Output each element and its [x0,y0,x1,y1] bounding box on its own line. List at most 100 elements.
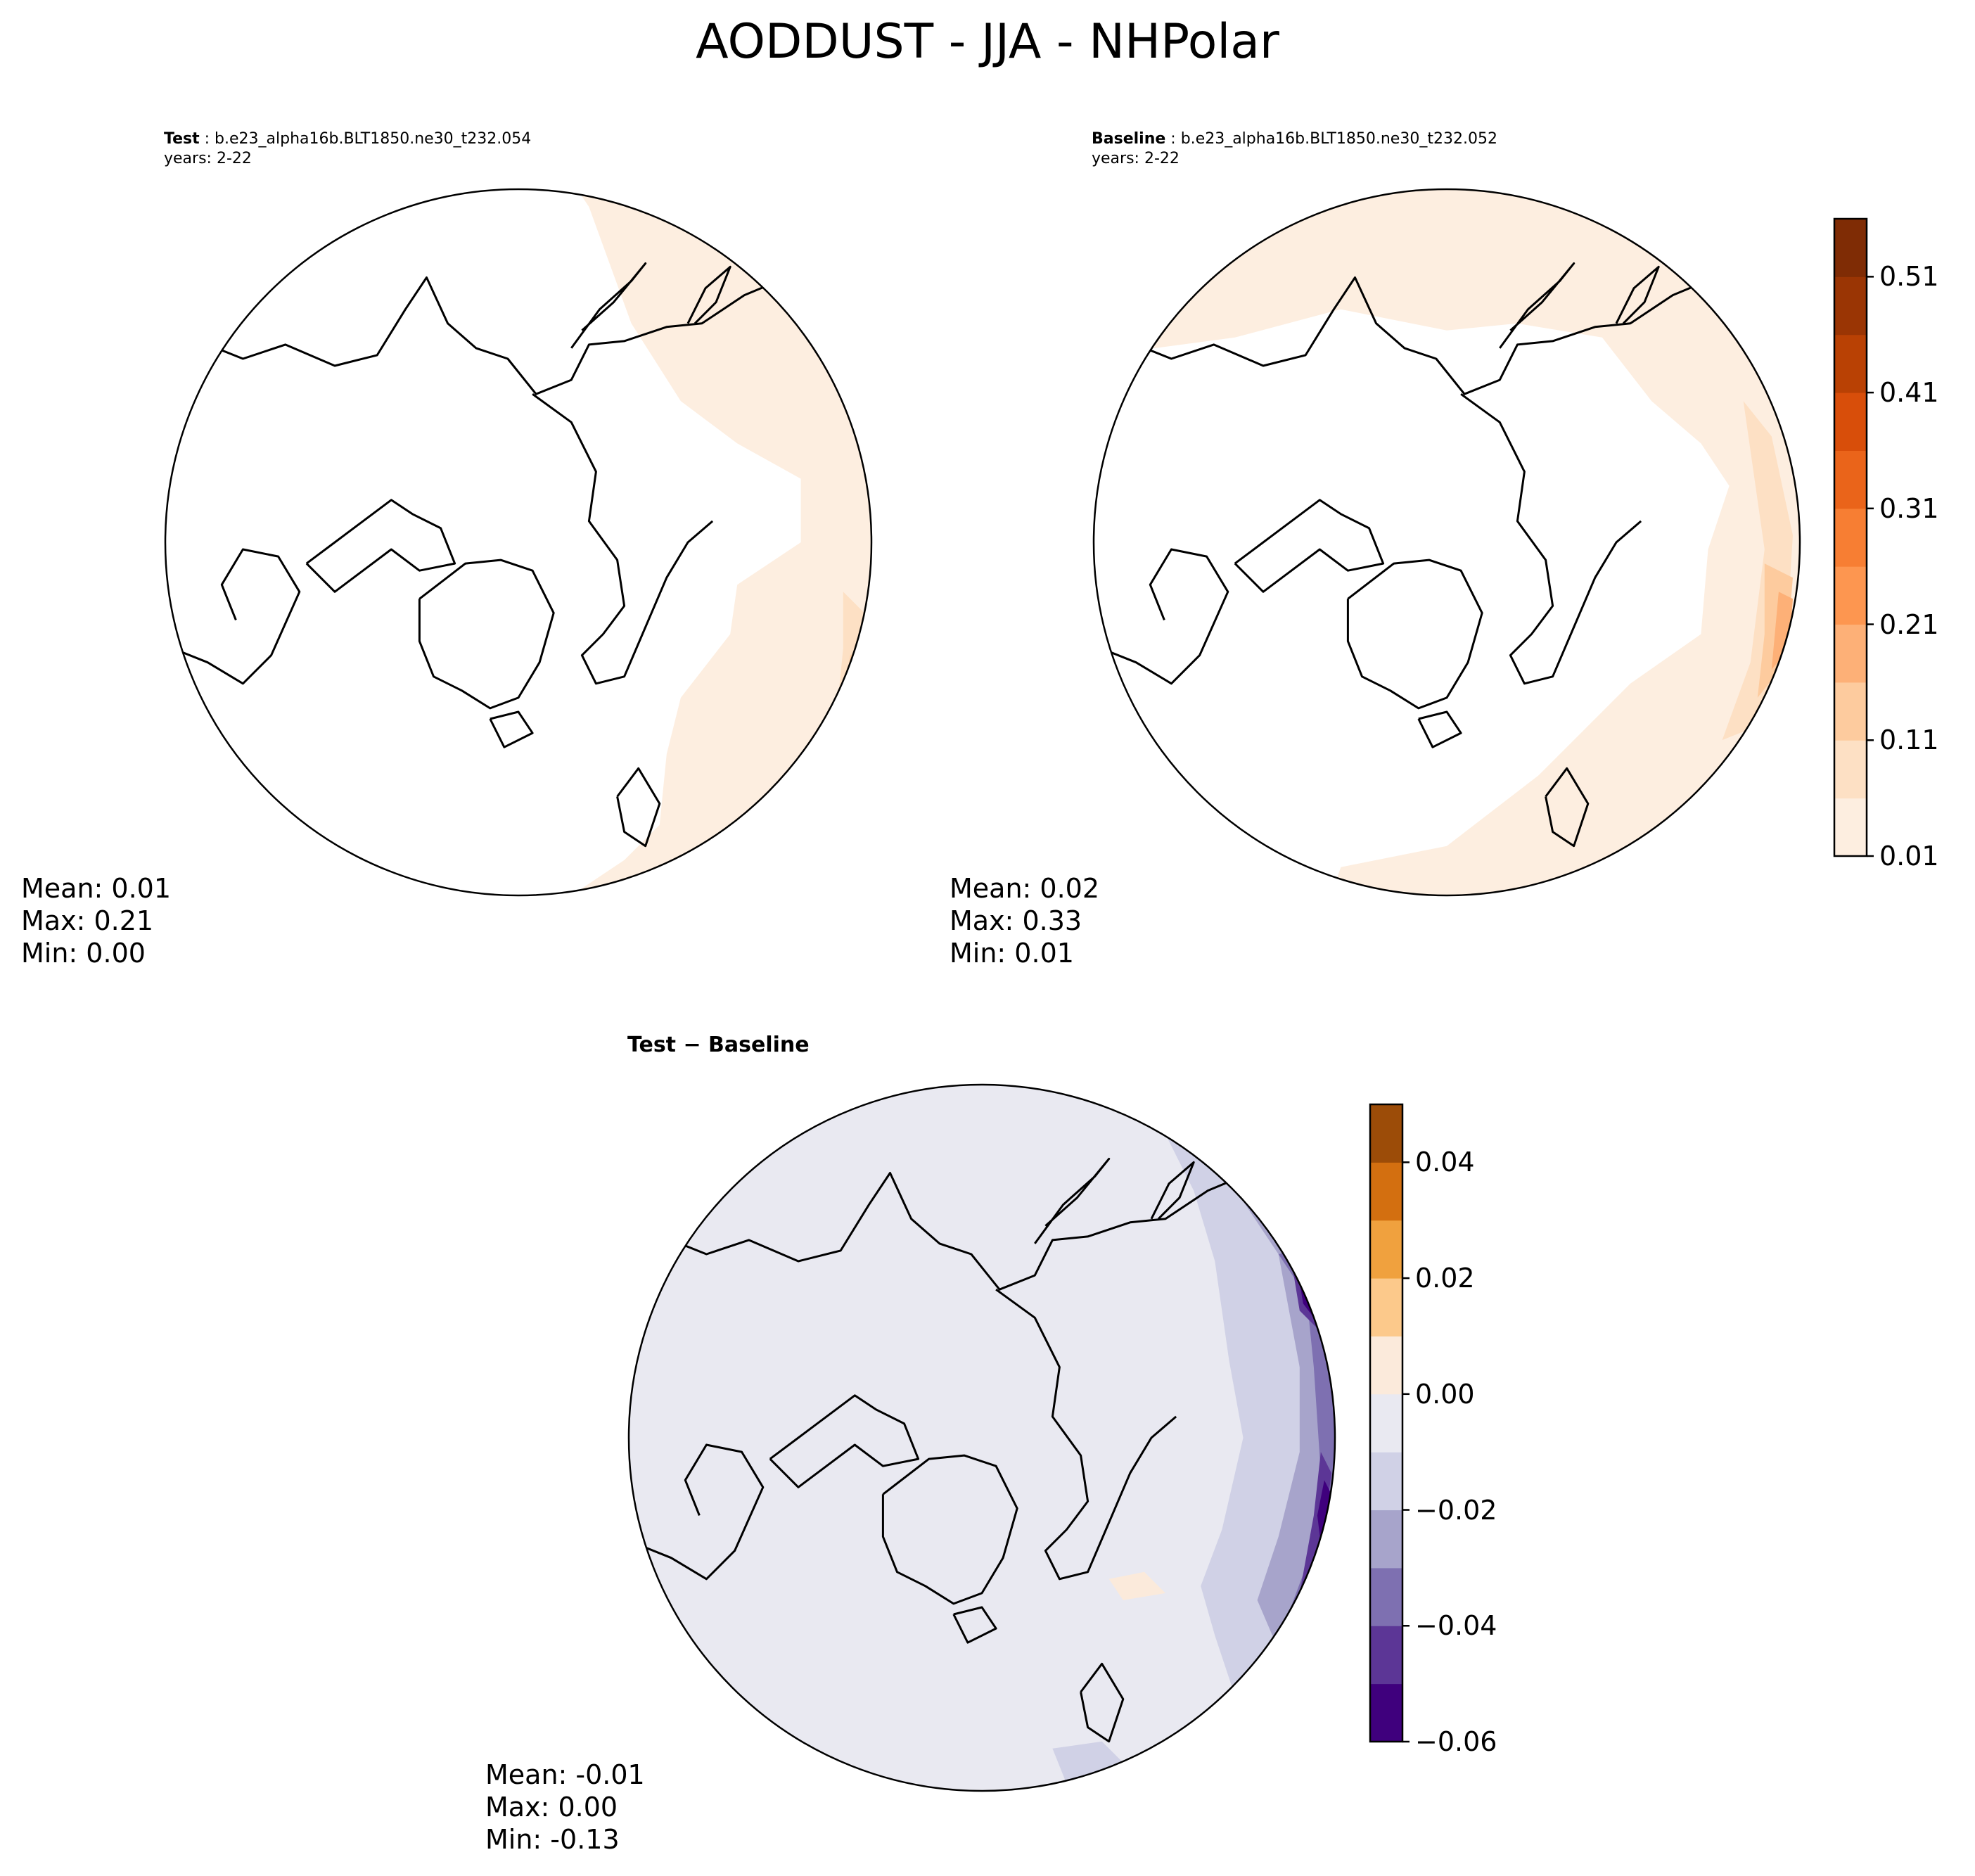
diff-coastline [635,1443,765,1581]
main-colorbar-segment [1834,798,1867,857]
diff-contour-region [629,1085,1335,1791]
test-coastline [570,262,647,349]
test-min: Min: 0.00 [21,938,146,969]
diff-contour-region [1108,1571,1165,1600]
baseline-stats: Mean: 0.02 Max: 0.33 Min: 0.01 [950,872,1099,969]
diff-max: Max: 0.00 [485,1792,618,1823]
diff-colorbar-segment [1370,1220,1402,1279]
main-colorbar-segment [1834,450,1867,509]
baseline-min: Min: 0.01 [950,938,1074,969]
baseline-coastline [1615,265,1660,324]
test-coastline [532,393,714,685]
diff-contour-region [1052,1741,1123,1784]
diff-colorbar-segment [1370,1567,1402,1626]
diff-map-boundary [627,1083,1336,1792]
main-colorbar-segment [1834,566,1867,625]
test-coastline [418,559,555,710]
baseline-case-name: b.e23_alpha16b.BLT1850.ne30_t232.052 [1180,130,1497,148]
diff-coastline [952,1606,997,1644]
main-colorbar-tick-label: 0.11 [1879,725,1939,756]
test-map-boundary [164,188,873,897]
baseline-contour-region [1094,189,1800,895]
diff-colorbar [1369,1103,1410,1743]
test-coastline [172,548,301,685]
diff-coastline [995,1288,1177,1581]
diff-colorbar-tick-label: 0.00 [1415,1378,1475,1410]
figure-title: AODDUST - JJA - NHPolar [696,14,1279,70]
baseline-coastline [1499,262,1575,349]
baseline-coastline [1460,393,1642,685]
test-stats: Mean: 0.01 Max: 0.21 Min: 0.00 [21,872,171,969]
main-colorbar-segment [1834,508,1867,567]
baseline-label: Baseline [1092,130,1166,148]
main-colorbar-frame [1833,217,1868,857]
diff-colorbar-segment [1370,1393,1402,1453]
test-label: Test [164,130,200,148]
diff-stats: Mean: -0.01 Max: 0.00 Min: -0.13 [485,1759,645,1856]
test-panel-header: Test : b.e23_alpha16b.BLT1850.ne30_t232.… [164,130,532,167]
main-colorbar-tick-label: 0.51 [1879,261,1939,293]
diff-map [627,1083,1336,1792]
diff-colorbar-segment [1370,1683,1402,1742]
baseline-coastline [1100,548,1229,685]
test-years: years: 2-22 [164,150,252,167]
diff-contour-region [1278,1225,1335,1621]
diff-colorbar-segment [1370,1104,1402,1163]
main-colorbar-tick-label: 0.31 [1879,492,1939,524]
main-colorbar-segment [1834,219,1867,277]
diff-coastline [769,1394,920,1488]
diff-colorbar-segment [1370,1336,1402,1395]
diff-colorbar-segment [1370,1162,1402,1221]
diff-colorbar-tick-label: 0.04 [1415,1147,1475,1178]
diff-contour-region [1317,1480,1331,1544]
test-max: Max: 0.21 [21,905,154,936]
main-colorbar-segment [1834,393,1867,451]
diff-coastline [881,1454,1018,1605]
diff-coastline [1150,1161,1195,1220]
test-coastline [616,767,661,848]
diff-coastline [1034,1157,1111,1244]
baseline-coastline [1417,710,1462,748]
main-colorbar-tick-label: 0.41 [1879,377,1939,409]
diff-colorbar-tick-label: −0.02 [1415,1494,1497,1526]
diff-colorbar-tick-label: −0.04 [1415,1610,1497,1642]
test-coastline [489,710,534,748]
baseline-map [1092,188,1801,897]
test-coastline [207,276,788,395]
main-colorbar-segment [1834,624,1867,683]
diff-mean: Mean: -0.01 [485,1759,645,1790]
main-colorbar-segment [1834,334,1867,393]
diff-coastline [670,1172,1251,1291]
diff-colorbar-segment [1370,1278,1402,1336]
diff-colorbar-frame [1369,1103,1404,1743]
baseline-panel-header: Baseline : b.e23_alpha16b.BLT1850.ne30_t… [1092,130,1497,167]
diff-contour-region [1165,1085,1335,1791]
test-coastline [686,265,731,324]
main-colorbar-segment [1834,740,1867,799]
test-mean: Mean: 0.01 [21,873,172,904]
baseline-coastline [1545,767,1590,848]
test-coastline [305,499,456,593]
test-map [164,188,873,897]
baseline-max: Max: 0.33 [950,905,1082,936]
diff-min: Min: -0.13 [485,1824,620,1855]
baseline-years: years: 2-22 [1092,150,1180,167]
baseline-map-boundary [1092,188,1801,897]
baseline-coastline [1135,276,1716,395]
diff-colorbar-tick-label: 0.02 [1415,1263,1475,1294]
main-colorbar-segment [1834,276,1867,336]
test-case-name: b.e23_alpha16b.BLT1850.ne30_t232.054 [215,130,532,148]
main-colorbar [1833,217,1874,857]
diff-coastline [1080,1662,1125,1743]
baseline-mean: Mean: 0.02 [950,873,1100,904]
diff-colorbar-segment [1370,1626,1402,1685]
main-colorbar-tick-label: 0.21 [1879,608,1939,640]
main-colorbar-tick-label: 0.01 [1879,841,1939,872]
baseline-coastline [1234,499,1385,593]
diff-panel-title: Test − Baseline [627,1033,810,1057]
main-colorbar-segment [1834,682,1867,741]
diff-colorbar-tick-label: −0.06 [1415,1726,1497,1757]
baseline-coastline [1346,559,1483,710]
